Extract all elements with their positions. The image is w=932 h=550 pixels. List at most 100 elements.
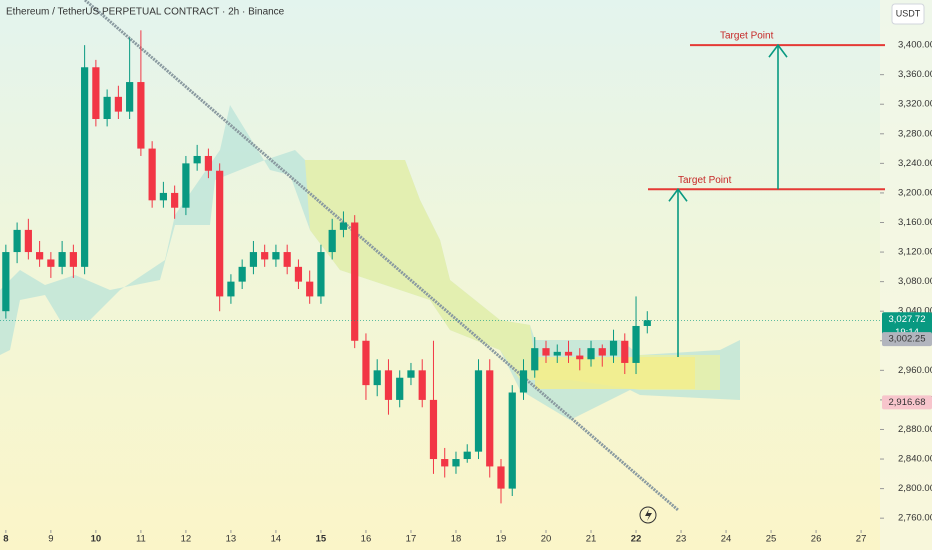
candle-body xyxy=(418,370,426,400)
plot xyxy=(2,30,651,504)
candle-body xyxy=(497,466,505,489)
y-tick-label: 3,360.00 xyxy=(898,69,932,80)
candle-body xyxy=(272,252,280,260)
candle-body xyxy=(36,252,44,260)
y-tick-label: 3,040.00 xyxy=(898,306,932,317)
y-tick-label: 2,960.00 xyxy=(898,365,932,376)
candle-body xyxy=(126,82,134,112)
x-tick-label: 18 xyxy=(451,534,462,545)
x-tick-label: 9 xyxy=(48,534,53,545)
candle-body xyxy=(429,399,438,460)
candle-body xyxy=(283,252,291,267)
currency-button[interactable] xyxy=(891,3,925,25)
x-tick-label: 21 xyxy=(586,534,597,545)
projection-box xyxy=(535,357,695,389)
candle-body xyxy=(114,96,122,112)
event-icon[interactable] xyxy=(639,506,657,524)
candle-body xyxy=(598,348,606,356)
y-tick-label: 3,400.00 xyxy=(898,40,932,51)
candle-body xyxy=(384,370,393,400)
y-tick-label: 3,120.00 xyxy=(898,247,932,258)
candle-body xyxy=(159,192,167,201)
x-tick-label: 12 xyxy=(181,534,192,545)
candle-body xyxy=(238,266,246,282)
chart-title: Ethereum / TetherUS PERPETUAL CONTRACT ·… xyxy=(6,7,285,18)
event-icon-glyph xyxy=(645,509,652,521)
x-tick-label: 24 xyxy=(721,534,732,545)
candle-body xyxy=(69,252,77,267)
x-tick-label: 19 xyxy=(496,534,507,545)
price-badge-label: 3,027.72 xyxy=(889,314,926,325)
candle-body xyxy=(328,229,336,253)
price-axis xyxy=(880,0,932,550)
y-tick-label: 3,240.00 xyxy=(898,158,932,169)
candle-body xyxy=(542,348,550,356)
candle-body xyxy=(351,222,359,341)
x-tick-label: 27 xyxy=(856,534,867,545)
price-badge-label: 3,002.25 xyxy=(889,334,926,345)
y-tick-label: 2,800.00 xyxy=(898,483,932,494)
y-tick-label: 2,840.00 xyxy=(898,454,932,465)
x-tick-label: 25 xyxy=(766,534,777,545)
target-label: Target Point xyxy=(720,31,774,42)
candle-body xyxy=(553,351,561,356)
candle-body xyxy=(632,325,640,363)
trend-line xyxy=(84,0,679,512)
candle-body xyxy=(58,252,66,267)
x-tick-label: 22 xyxy=(631,534,642,545)
candle-body xyxy=(148,148,156,201)
candle-body xyxy=(508,392,516,489)
y-tick-label: 2,880.00 xyxy=(898,424,932,435)
candle-body xyxy=(474,370,483,452)
candle-body xyxy=(103,96,111,120)
currency-label: USDT xyxy=(896,8,921,18)
target-label: Target Point xyxy=(678,175,732,186)
candle-body xyxy=(92,67,100,120)
x-tick-label: 11 xyxy=(136,534,146,545)
x-tick-label: 17 xyxy=(406,534,417,545)
candle-body xyxy=(407,370,415,378)
x-tick-label: 23 xyxy=(676,534,687,545)
candle-body xyxy=(643,320,651,326)
candle-body xyxy=(306,281,314,297)
candle-body xyxy=(609,340,618,356)
candle-body xyxy=(193,155,201,164)
cloud-area xyxy=(305,160,720,390)
candle-body xyxy=(587,348,595,360)
candle-body xyxy=(621,340,629,363)
y-tick-label: 3,200.00 xyxy=(898,187,932,198)
candle-body xyxy=(452,459,460,467)
candle-body xyxy=(486,370,494,467)
candle-body xyxy=(182,163,190,208)
candle-body xyxy=(24,229,32,253)
candle-body xyxy=(261,252,269,260)
arrow-head xyxy=(768,43,788,58)
candle-body xyxy=(216,170,224,297)
candle-body xyxy=(227,281,235,297)
candle-body xyxy=(576,355,584,360)
candle-body xyxy=(519,370,528,393)
x-tick-label: 14 xyxy=(271,534,282,545)
candle-body xyxy=(171,192,179,208)
y-tick-label: 3,080.00 xyxy=(898,276,932,287)
y-tick-label: 3,280.00 xyxy=(898,128,932,139)
candle-body xyxy=(47,259,55,267)
price-badge-label: 2,916.68 xyxy=(889,397,926,408)
arrow-head xyxy=(668,187,688,202)
y-tick-label: 3,160.00 xyxy=(898,217,932,228)
candle-body xyxy=(362,340,370,386)
y-tick-label: 2,760.00 xyxy=(898,513,932,524)
y-tick-label: 3,320.00 xyxy=(898,99,932,110)
candle-body xyxy=(249,252,258,267)
candle-body xyxy=(137,82,145,149)
candle-body xyxy=(339,222,348,230)
candle-body xyxy=(294,266,303,282)
x-tick-label: 15 xyxy=(316,534,327,545)
candle-body xyxy=(373,370,381,386)
candle-body xyxy=(13,229,21,253)
x-tick-label: 20 xyxy=(541,534,552,545)
candle-body xyxy=(81,67,89,267)
x-tick-label: 8 xyxy=(3,534,8,545)
candle-body xyxy=(531,348,539,371)
